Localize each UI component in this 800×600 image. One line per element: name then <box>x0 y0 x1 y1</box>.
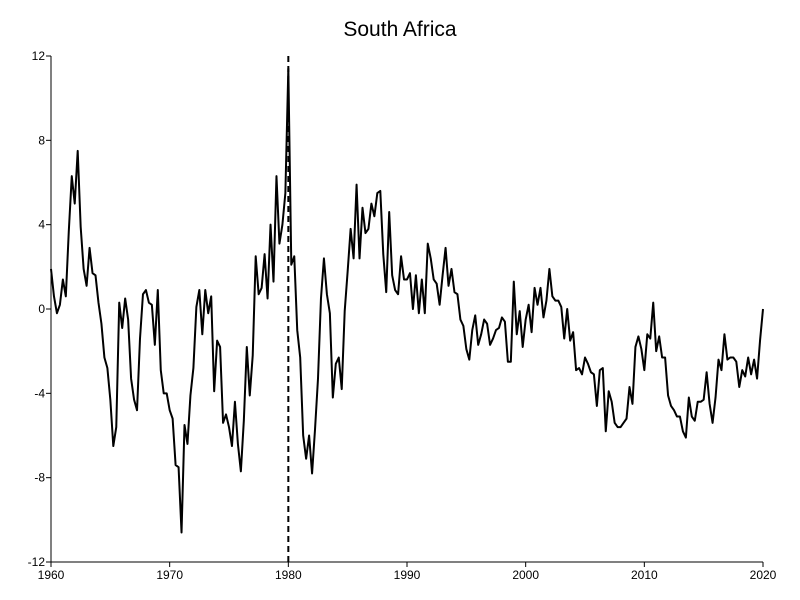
y-tick-label: 4 <box>38 218 45 232</box>
y-tick-label: 0 <box>38 302 45 316</box>
axis-ticks: -12 -8 -4 0 4 8 12 1960 1970 1980 1990 2000 2010 2020 <box>28 49 777 582</box>
y-tick-label: 8 <box>38 133 45 147</box>
y-tick-label: 12 <box>32 49 46 63</box>
x-tick-label: 2000 <box>512 568 539 582</box>
y-tick-label: -12 <box>28 555 46 569</box>
y-tick-label: -4 <box>34 386 45 400</box>
series-line <box>50 67 764 534</box>
y-tick-label: -8 <box>34 471 45 485</box>
x-tick-label: 1960 <box>38 568 65 582</box>
x-tick-label: 2010 <box>631 568 658 582</box>
x-tick-label: 1980 <box>275 568 302 582</box>
chart-title: South Africa <box>343 18 457 41</box>
plot-area <box>50 56 764 562</box>
x-tick-label: 2020 <box>750 568 777 582</box>
x-tick-label: 1970 <box>156 568 183 582</box>
x-tick-label: 1990 <box>394 568 421 582</box>
